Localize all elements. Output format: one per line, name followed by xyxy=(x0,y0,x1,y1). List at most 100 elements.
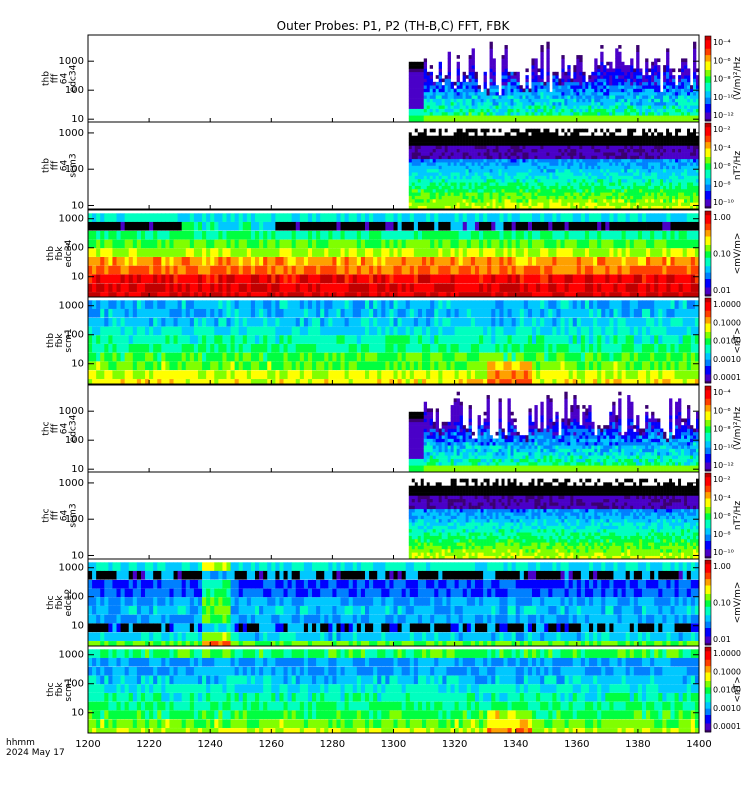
spectrogram-cell xyxy=(657,95,661,99)
spectrogram-cell xyxy=(651,198,655,203)
spectrogram-cell xyxy=(222,256,227,266)
spectrogram-cell xyxy=(645,61,649,66)
spectrogram-cell xyxy=(411,88,416,93)
spectrogram-cell xyxy=(690,172,694,176)
spectrogram-cell xyxy=(435,202,439,206)
spectrogram-cell xyxy=(453,95,457,99)
spectrogram-cell xyxy=(181,248,187,257)
spectrogram-cell xyxy=(588,118,592,123)
spectrogram-cell xyxy=(609,175,613,180)
spectrogram-cell xyxy=(534,172,538,176)
spectrogram-cell xyxy=(561,168,565,173)
spectrogram-cell xyxy=(672,188,676,193)
spectrogram-cell xyxy=(432,182,436,186)
spectrogram-cell xyxy=(630,91,634,96)
spectrogram-cell xyxy=(348,213,354,222)
spectrogram-cell xyxy=(601,213,606,222)
spectrogram-cell xyxy=(136,221,142,231)
spectrogram-cell xyxy=(471,75,475,79)
spectrogram-cell xyxy=(307,230,313,240)
spectrogram-cell xyxy=(612,95,616,99)
spectrogram-cell xyxy=(693,108,697,113)
spectrogram-cell xyxy=(615,105,619,109)
spectrogram-cell xyxy=(597,145,601,150)
spectrogram-cell xyxy=(654,115,658,119)
spectrogram-cell xyxy=(435,195,439,200)
spectrogram-cell xyxy=(487,256,492,266)
spectrogram-cell xyxy=(621,239,627,249)
spectrogram-cell xyxy=(594,85,598,89)
spectrogram-cell xyxy=(480,118,484,123)
spectrogram-cell xyxy=(624,178,628,183)
spectrogram-cell xyxy=(540,152,544,156)
spectrogram-cell xyxy=(627,78,631,83)
spectrogram-cell xyxy=(555,98,559,103)
spectrogram-cell xyxy=(612,135,616,140)
spectrogram-cell xyxy=(645,185,649,190)
spectrogram-cell xyxy=(486,152,490,156)
colorbar-segment xyxy=(705,104,711,107)
spectrogram-cell xyxy=(693,45,697,49)
spectrogram-cell xyxy=(411,172,416,176)
spectrogram-cell xyxy=(477,85,481,89)
spectrogram-cell xyxy=(417,65,422,69)
spectrogram-cell xyxy=(555,142,559,146)
spectrogram-cell xyxy=(447,105,451,109)
spectrogram-cell xyxy=(513,145,517,150)
spectrogram-cell xyxy=(606,88,610,93)
spectrogram-cell xyxy=(570,172,574,176)
spectrogram-cell xyxy=(193,256,199,266)
spectrogram-cell xyxy=(468,188,472,193)
spectrogram-cell xyxy=(483,175,487,180)
spectrogram-cell xyxy=(468,75,472,79)
spectrogram-cell xyxy=(621,178,625,183)
spectrogram-cell xyxy=(136,213,142,222)
spectrogram-cell xyxy=(540,195,544,200)
spectrogram-cell xyxy=(573,81,577,86)
spectrogram-cell xyxy=(405,221,411,231)
spectrogram-cell xyxy=(684,115,688,119)
spectrogram-cell xyxy=(444,132,448,136)
spectrogram-cell xyxy=(636,138,640,143)
spectrogram-cell xyxy=(462,202,466,206)
spectrogram-cell xyxy=(513,101,517,106)
spectrogram-cell xyxy=(534,165,538,170)
spectrogram-cell xyxy=(411,78,416,83)
spectrogram-cell xyxy=(480,178,484,183)
spectrogram-cell xyxy=(636,95,640,99)
spectrogram-cell xyxy=(636,182,640,186)
spectrogram-cell xyxy=(393,256,398,266)
spectrogram-cell xyxy=(648,165,652,170)
spectrogram-cell xyxy=(662,230,667,240)
spectrogram-cell xyxy=(588,188,592,193)
spectrogram-cell xyxy=(648,202,652,206)
spectrogram-cell xyxy=(534,138,538,143)
spectrogram-cell xyxy=(654,221,659,231)
spectrogram-cell xyxy=(630,182,634,186)
spectrogram-cell xyxy=(409,248,415,257)
spectrogram-cell xyxy=(312,256,317,266)
spectrogram-cell xyxy=(546,115,550,119)
spectrogram-cell xyxy=(576,221,582,231)
spectrogram-cell xyxy=(140,265,146,275)
spectrogram-cell xyxy=(666,188,670,193)
spectrogram-cell xyxy=(474,155,478,160)
spectrogram-cell xyxy=(487,248,492,257)
spectrogram-cell xyxy=(645,182,649,186)
spectrogram-cell xyxy=(537,68,541,73)
spectrogram-cell xyxy=(528,98,532,103)
spectrogram-cell xyxy=(474,172,478,176)
spectrogram-cell xyxy=(675,195,679,200)
spectrogram-cell xyxy=(453,128,457,133)
spectrogram-cell xyxy=(648,88,652,93)
spectrogram-cell xyxy=(413,239,419,249)
spectrogram-cell xyxy=(477,135,481,140)
spectrogram-cell xyxy=(132,221,138,231)
spectrogram-cell xyxy=(642,111,646,116)
spectrogram-cell xyxy=(594,115,598,119)
spectrogram-cell xyxy=(690,145,694,150)
spectrogram-cell xyxy=(519,128,523,133)
spectrogram-cell xyxy=(528,172,532,176)
spectrogram-cell xyxy=(116,213,121,222)
spectrogram-cell xyxy=(441,95,445,99)
